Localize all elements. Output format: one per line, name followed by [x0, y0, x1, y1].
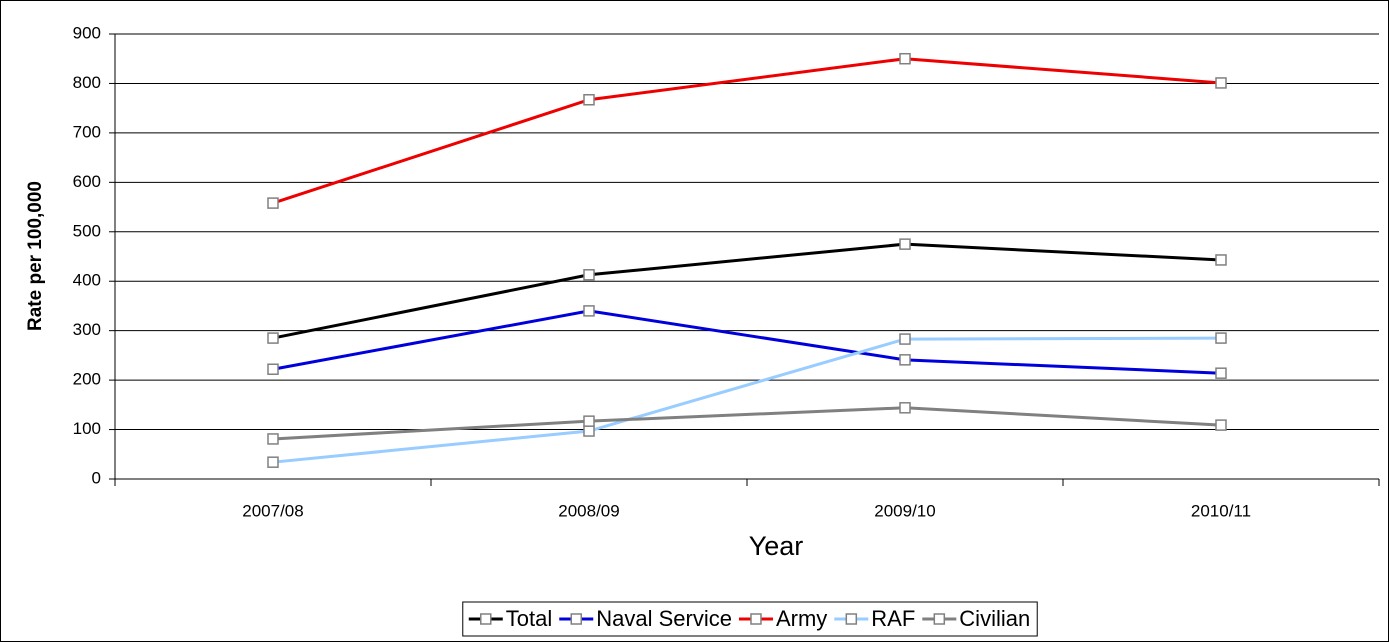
marker: [267, 363, 279, 375]
y-tick-label: 200: [73, 370, 101, 389]
y-tick-label: 500: [73, 221, 101, 240]
y-tick-label: 0: [92, 468, 101, 487]
marker: [583, 94, 595, 106]
legend-text: RAF: [871, 606, 915, 631]
marker: [267, 332, 279, 344]
y-tick-label: 400: [73, 271, 101, 290]
plot-area: 0 100 200 300 400 500 600 700 800 900 2007/08 2008/…: [73, 23, 1380, 520]
x-tick-label: 2008/09: [558, 501, 619, 520]
legend-item: Naval Service: [559, 606, 732, 631]
legend-text: Army: [776, 606, 827, 631]
y-axis-title: Rate per 100,000: [25, 181, 46, 331]
y-tick-label: 300: [73, 320, 101, 339]
marker: [1215, 419, 1227, 431]
marker: [1215, 367, 1227, 379]
x-axis-title: Year: [749, 531, 804, 561]
marker: [480, 613, 492, 625]
legend-text: Total: [506, 606, 552, 631]
legend-item: Army: [738, 606, 827, 631]
marker: [1215, 254, 1227, 266]
marker: [1215, 77, 1227, 89]
marker: [583, 269, 595, 281]
marker: [583, 415, 595, 427]
x-tick-label: 2009/10: [874, 501, 935, 520]
x-tick-label: 2010/11: [1191, 501, 1251, 520]
series-line: [272, 57, 1222, 205]
marker: [583, 305, 595, 317]
series-line: [272, 336, 1222, 464]
y-tick-label: 800: [73, 73, 101, 92]
marker: [267, 456, 279, 468]
series-line: [272, 309, 1222, 375]
legend: Total Naval Service Army RAF Civilian: [462, 601, 1038, 637]
legend-item: Civilian: [922, 606, 1030, 631]
marker: [583, 425, 595, 437]
marker: [750, 613, 762, 625]
marker: [899, 354, 911, 366]
x-tick-label: 2007/08: [242, 501, 303, 520]
y-tick-label: 900: [73, 23, 101, 42]
marker: [899, 402, 911, 414]
legend-item: Total: [468, 606, 552, 631]
y-tick-label: 100: [73, 419, 101, 438]
y-tick-label: 600: [73, 172, 101, 191]
marker: [267, 197, 279, 209]
series-line: [272, 406, 1222, 441]
marker: [933, 613, 946, 625]
marker: [899, 333, 911, 345]
series-line: [272, 242, 1222, 340]
marker: [570, 613, 583, 625]
marker: [899, 238, 911, 250]
marker: [845, 613, 858, 625]
marker: [1215, 332, 1227, 344]
legend-text: Civilian: [959, 606, 1030, 631]
legend-text: Naval Service: [596, 606, 732, 631]
marker: [899, 52, 911, 65]
legend-item: RAF: [834, 606, 915, 631]
y-tick-label: 700: [73, 122, 101, 141]
marker: [267, 433, 279, 445]
